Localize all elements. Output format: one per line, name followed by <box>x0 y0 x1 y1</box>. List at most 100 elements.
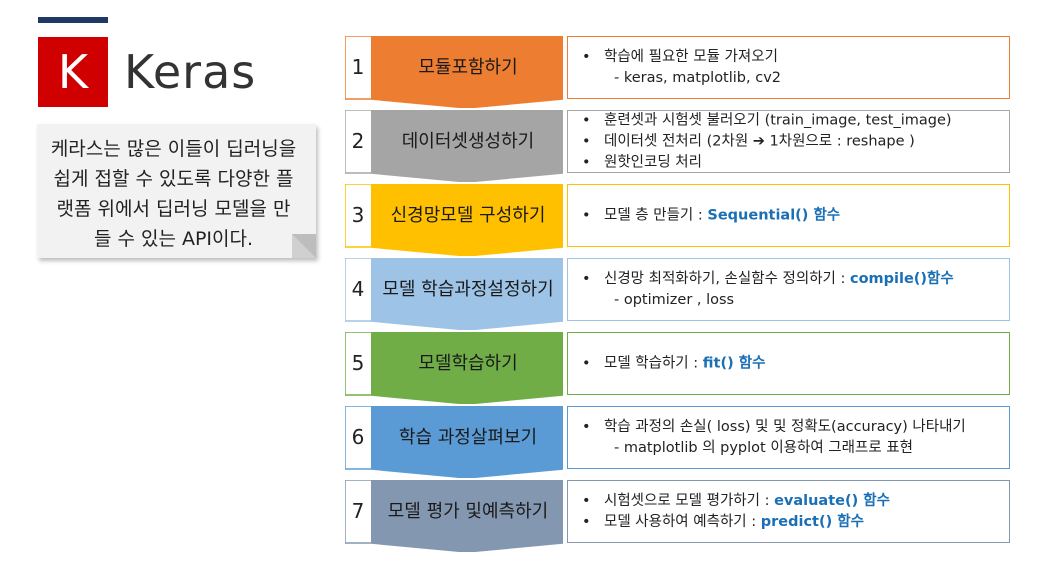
step-title: 모듈 포함하기 <box>373 36 563 99</box>
step-chevron-fill <box>371 406 563 478</box>
step-chevron <box>345 332 563 404</box>
step-chevron-fill <box>371 480 563 552</box>
step-function-highlight: fit() 함수 <box>702 355 766 371</box>
step-chevron <box>345 184 563 256</box>
keras-logo: K Keras <box>38 37 278 107</box>
step-detail-line: - matplotlib 의 pyplot 이용하여 그래프로 표현 <box>582 438 1001 459</box>
step-detail-line: - keras, matplotlib, cv2 <box>582 68 1001 89</box>
step-title-line-2: 설정하기 <box>487 278 554 300</box>
step-chevron-fill <box>371 110 563 182</box>
step-title-line-2: 학습하기 <box>451 352 518 374</box>
step-detail-text: 훈련셋과 시험셋 불러오기 (train_image, test_image) <box>604 112 952 128</box>
step-title: 모델 학습과정 설정하기 <box>373 258 563 321</box>
step-detail-list: 훈련셋과 시험셋 불러오기 (train_image, test_image) 데… <box>582 110 1001 173</box>
step-detail-list: 시험셋으로 모델 평가하기 : evaluate() 함수모델 사용하여 예측하… <box>582 491 1001 533</box>
step-title-line-2: 예측하기 <box>482 500 549 522</box>
step-title-line-1: 모델 <box>418 352 452 374</box>
step-detail-text: 시험셋으로 모델 평가하기 : <box>604 492 775 509</box>
step-chevron <box>345 406 563 478</box>
step-detail-text: 데이터셋 전처리 (2차원 ➔ 1차원으로 : reshape ) <box>604 133 915 149</box>
step-number: 7 <box>351 499 365 523</box>
step-detail-list: 신경망 최적화하기, 손실함수 정의하기 : compile()함수- opti… <box>582 269 1001 311</box>
step-title-line-1: 모듈 <box>418 56 452 78</box>
step-function-highlight: Sequential() 함수 <box>707 207 841 223</box>
step-detail-box: 학습에 필요한 모듈 가져오기 - keras, matplotlib, cv2 <box>567 36 1010 99</box>
step-number: 4 <box>351 277 365 301</box>
step-chevron-fill <box>371 258 563 330</box>
step-detail-text: 신경망 최적화하기, 손실함수 정의하기 : <box>604 270 850 287</box>
step-detail-line: 모델 학습하기 : fit() 함수 <box>582 353 1001 374</box>
step-detail-line: 학습 과정의 손실( loss) 및 및 정확도(accuracy) 나타내기 <box>582 417 1001 438</box>
step-title: 신경망 모델 구성하기 <box>373 184 563 247</box>
step-number: 6 <box>351 425 365 449</box>
step-title-line-2: 살펴보기 <box>470 426 538 448</box>
step-detail-box: 시험셋으로 모델 평가하기 : evaluate() 함수모델 사용하여 예측하… <box>567 480 1010 543</box>
note-corner-fold <box>292 234 316 258</box>
step-function-highlight: compile()함수 <box>849 270 954 287</box>
step-detail-box: 모델 학습하기 : fit() 함수 <box>567 332 1010 395</box>
step-function-highlight: evaluate() 함수 <box>774 492 890 509</box>
step-number: 3 <box>351 203 365 227</box>
step-detail-text: 모델 학습하기 : <box>604 355 703 371</box>
step-chevron-fill <box>371 184 563 256</box>
top-accent-bar <box>38 17 108 23</box>
step-detail-text: 모델 사용하여 예측하기 : <box>604 513 761 530</box>
step-title: 모델 평가 및 예측하기 <box>373 480 563 543</box>
step-chevron <box>345 480 563 552</box>
step-detail-text: 학습에 필요한 모듈 가져오기 <box>604 48 778 65</box>
step-chevron-fill <box>371 36 563 108</box>
step-detail-box: 훈련셋과 시험셋 불러오기 (train_image, test_image) 데… <box>567 110 1010 173</box>
step-detail-line: 모델 층 만들기 : Sequential() 함수 <box>582 205 1001 226</box>
step-detail-list: 모델 학습하기 : fit() 함수 <box>582 353 1001 374</box>
step-function-highlight: predict() 함수 <box>760 513 864 530</box>
step-detail-line: 데이터셋 전처리 (2차원 ➔ 1차원으로 : reshape ) <box>582 131 1001 152</box>
step-detail-box: 학습 과정의 손실( loss) 및 및 정확도(accuracy) 나타내기 -… <box>567 406 1010 469</box>
step-detail-line: 학습에 필요한 모듈 가져오기 <box>582 47 1001 68</box>
step-number: 5 <box>351 351 365 375</box>
step-title-line-1: 학습 과정 <box>398 426 471 448</box>
step-detail-text: 학습 과정의 손실( loss) 및 및 정확도(accuracy) 나타내기 <box>604 418 966 435</box>
keras-logo-word: Keras <box>124 45 257 99</box>
step-detail-list: 학습에 필요한 모듈 가져오기 - keras, matplotlib, cv2 <box>582 47 1001 89</box>
step-title-line-1: 모델 학습과정 <box>382 278 488 300</box>
description-text: 케라스는 많은 이들이 딥러닝을 쉽게 접할 수 있도록 다양한 플랫폼 위에서… <box>50 138 297 250</box>
step-title: 모델 학습하기 <box>373 332 563 395</box>
step-detail-line: 시험셋으로 모델 평가하기 : evaluate() 함수 <box>582 491 1001 512</box>
step-detail-line: 원핫인코딩 처리 <box>582 152 1001 173</box>
step-detail-text: 모델 층 만들기 : <box>604 207 708 223</box>
step-title-line-1: 신경망 <box>390 204 441 226</box>
step-title: 데이터셋 생성하기 <box>373 110 563 173</box>
step-detail-line: - optimizer , loss <box>582 290 1001 311</box>
step-detail-text: - matplotlib 의 pyplot 이용하여 그래프로 표현 <box>614 439 913 456</box>
step-detail-line: 훈련셋과 시험셋 불러오기 (train_image, test_image) <box>582 110 1001 131</box>
step-detail-text: - keras, matplotlib, cv2 <box>614 69 782 86</box>
step-detail-box: 모델 층 만들기 : Sequential() 함수 <box>567 184 1010 247</box>
step-chevron <box>345 110 563 182</box>
step-chevron <box>345 258 563 330</box>
step-detail-list: 모델 층 만들기 : Sequential() 함수 <box>582 205 1001 226</box>
step-number: 1 <box>351 55 365 79</box>
keras-logo-mark: K <box>38 37 108 107</box>
step-detail-line: 모델 사용하여 예측하기 : predict() 함수 <box>582 512 1001 533</box>
step-detail-text: - optimizer , loss <box>614 291 735 308</box>
step-detail-line: 신경망 최적화하기, 손실함수 정의하기 : compile()함수 <box>582 269 1001 290</box>
step-title: 학습 과정 살펴보기 <box>373 406 563 469</box>
step-title-line-1: 모델 평가 및 <box>387 500 482 522</box>
description-note: 케라스는 많은 이들이 딥러닝을 쉽게 접할 수 있도록 다양한 플랫폼 위에서… <box>37 124 316 258</box>
step-title-line-2: 포함하기 <box>451 56 518 78</box>
step-title-line-2: 생성하기 <box>468 130 535 152</box>
step-title-line-2: 모델 구성하기 <box>440 204 546 226</box>
step-detail-list: 학습 과정의 손실( loss) 및 및 정확도(accuracy) 나타내기 -… <box>582 417 1001 459</box>
step-number: 2 <box>351 129 365 153</box>
step-chevron <box>345 36 563 108</box>
step-chevron-fill <box>371 332 563 404</box>
step-detail-box: 신경망 최적화하기, 손실함수 정의하기 : compile()함수- opti… <box>567 258 1010 321</box>
step-title-line-1: 데이터셋 <box>401 130 468 152</box>
